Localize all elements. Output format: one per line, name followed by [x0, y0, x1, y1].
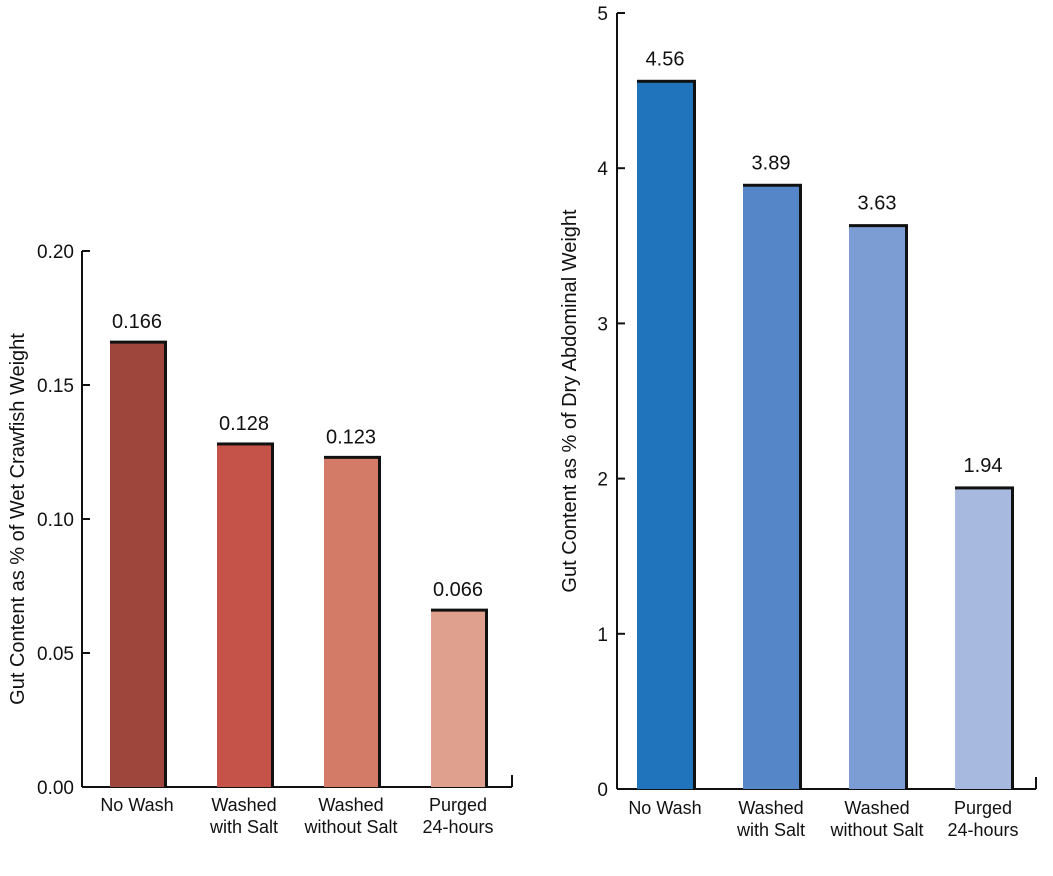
- bar-top-cap: [637, 79, 696, 83]
- bar-shadow: [271, 443, 274, 787]
- y-tick-label: 1: [597, 625, 608, 646]
- x-category-label: Washed: [738, 798, 803, 818]
- x-category-label: 24-hours: [947, 820, 1018, 840]
- y-tick-label: 0.10: [37, 510, 74, 531]
- bar-value-label: 4.56: [646, 48, 685, 70]
- bar-value-label: 0.166: [112, 311, 162, 333]
- y-tick-label: 3: [597, 314, 608, 335]
- bar-shadow: [378, 457, 381, 787]
- bar-shadow: [485, 610, 488, 787]
- y-tick-label: 2: [597, 470, 608, 491]
- bar: [637, 81, 693, 789]
- x-category-label: without Salt: [829, 820, 923, 840]
- bar: [110, 342, 164, 787]
- bar-top-cap: [217, 442, 274, 446]
- bar-top-cap: [849, 224, 908, 228]
- right-bar-chart: 0 1 2 3 4 5 Gut Content as % of Dry Abdominal …: [559, 4, 1037, 840]
- bar: [324, 457, 378, 787]
- x-category-label: without Salt: [303, 817, 397, 837]
- y-tick-label: 0.15: [37, 376, 74, 397]
- x-category-label: No Wash: [100, 795, 173, 815]
- bar-top-cap: [431, 608, 488, 612]
- bar-value-label: 0.123: [326, 426, 376, 448]
- x-category-label: with Salt: [736, 820, 805, 840]
- bar: [431, 610, 485, 787]
- y-tick-label: 0: [597, 780, 608, 801]
- x-category-label: Washed: [318, 795, 383, 815]
- bar-top-cap: [743, 183, 802, 187]
- x-category-label: No Wash: [628, 798, 701, 818]
- bar-top-cap: [110, 340, 167, 344]
- bar-shadow: [799, 185, 802, 790]
- bar-top-cap: [955, 486, 1014, 490]
- y-tick-label: 0.00: [37, 778, 74, 799]
- bar: [217, 443, 271, 787]
- bar-value-label: 0.128: [219, 413, 269, 435]
- x-category-label: Washed: [211, 795, 276, 815]
- bar-value-label: 3.89: [752, 152, 791, 174]
- left-bar-chart: 0.00 0.05 0.10 0.15 0.20 Gut Content as % of …: [7, 242, 513, 837]
- x-category-label: with Salt: [209, 817, 278, 837]
- x-category-label: Purged: [429, 795, 487, 815]
- bar: [743, 185, 799, 790]
- y-tick-label: 5: [597, 4, 608, 25]
- y-axis-label: Gut Content as % of Wet Crawfish Weight: [7, 333, 29, 705]
- y-axis-label: Gut Content as % of Dry Abdominal Weight: [559, 209, 581, 593]
- bar-value-label: 0.066: [433, 579, 483, 601]
- x-category-label: 24-hours: [422, 817, 493, 837]
- bar-value-label: 1.94: [964, 455, 1003, 477]
- bar-shadow: [1011, 487, 1014, 789]
- bar-top-cap: [324, 455, 381, 459]
- y-tick-label: 0.05: [37, 644, 74, 665]
- bar: [955, 487, 1011, 789]
- bar-shadow: [164, 342, 167, 787]
- y-tick-label: 0.20: [37, 242, 74, 263]
- x-category-label: Purged: [954, 798, 1012, 818]
- bar-shadow: [693, 81, 696, 789]
- y-tick-label: 4: [597, 159, 608, 180]
- bar-shadow: [905, 225, 908, 789]
- bar: [849, 225, 905, 789]
- x-category-label: Washed: [844, 798, 909, 818]
- bar-value-label: 3.63: [858, 193, 897, 215]
